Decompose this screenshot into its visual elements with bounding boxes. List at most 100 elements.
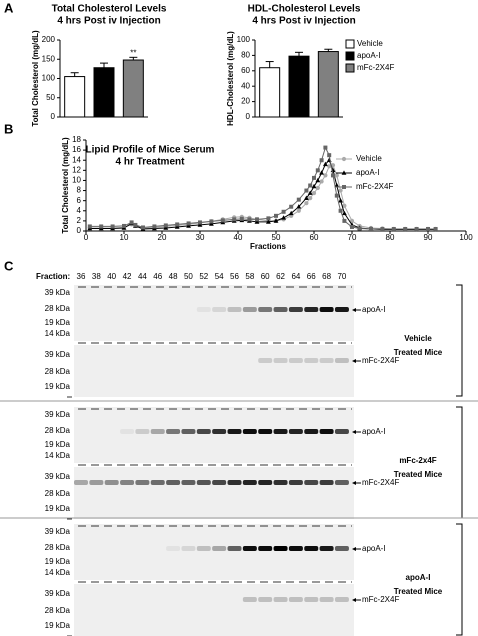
blot xyxy=(74,407,354,463)
band xyxy=(89,480,104,485)
band xyxy=(242,307,257,312)
y-tick-label: 0 xyxy=(246,112,251,121)
marker xyxy=(266,219,271,224)
y-tick-label: 100 xyxy=(42,74,56,83)
fraction-number: 38 xyxy=(92,272,101,281)
marker xyxy=(296,208,301,213)
band-label: mFc-2X4F xyxy=(362,356,399,365)
y-tick-label: 40 xyxy=(241,81,250,90)
marker xyxy=(87,224,92,229)
size-marker: 39 kDa xyxy=(45,472,71,481)
marker xyxy=(319,179,324,184)
band xyxy=(150,480,165,485)
marker xyxy=(331,173,335,178)
x-tick-label: 90 xyxy=(424,233,433,242)
fraction-number: 62 xyxy=(276,272,285,281)
size-marker: 39 kDa xyxy=(45,410,71,419)
fraction-number: 68 xyxy=(322,272,331,281)
fraction-number: 58 xyxy=(245,272,254,281)
size-marker: 28 kDa xyxy=(45,543,71,552)
bracket xyxy=(456,523,463,636)
marker xyxy=(334,193,339,198)
band xyxy=(288,358,303,363)
band xyxy=(304,307,319,312)
marker xyxy=(220,218,225,223)
size-marker: 14 kDa xyxy=(45,329,71,338)
blot xyxy=(74,584,354,636)
group-label: Treated Mice xyxy=(394,587,443,596)
marker xyxy=(141,225,145,230)
y-tick-label: 16 xyxy=(72,145,81,154)
band xyxy=(181,546,196,551)
legend-label: apoA-I xyxy=(357,51,381,60)
fraction-number: 60 xyxy=(261,272,270,281)
blot xyxy=(74,524,354,580)
fraction-number: 44 xyxy=(138,272,147,281)
band xyxy=(288,546,303,551)
y-tick-label: 200 xyxy=(42,35,56,44)
marker xyxy=(197,222,203,227)
y-axis-label: Total Cholesterol (mg/dL) xyxy=(31,30,40,127)
chart-title: Lipid Profile of Mice Serum xyxy=(86,145,215,156)
marker xyxy=(255,217,259,222)
fraction-number: 50 xyxy=(184,272,193,281)
chart-title: Total Cholesterol Levels xyxy=(52,4,167,15)
band xyxy=(304,546,319,551)
x-tick-label: 60 xyxy=(310,233,319,242)
legend-label: mFc-2X4F xyxy=(356,182,393,191)
band xyxy=(166,429,181,434)
y-tick-label: 60 xyxy=(241,66,250,75)
marker xyxy=(315,168,320,173)
band xyxy=(334,480,349,485)
fraction-number: 36 xyxy=(77,272,86,281)
y-tick-label: 50 xyxy=(46,93,55,102)
group-label: Vehicle xyxy=(404,334,432,343)
band xyxy=(120,480,135,485)
size-marker: 39 kDa xyxy=(45,589,71,598)
marker xyxy=(426,226,430,231)
marker xyxy=(319,158,324,163)
arrow-head xyxy=(352,359,356,363)
size-marker: 39 kDa xyxy=(45,350,71,359)
marker xyxy=(247,217,252,222)
marker xyxy=(308,183,313,188)
size-marker: 28 kDa xyxy=(45,489,71,498)
marker xyxy=(254,219,260,224)
band xyxy=(288,597,303,602)
band xyxy=(135,429,150,434)
band xyxy=(334,358,349,363)
size-marker: 28 kDa xyxy=(45,367,71,376)
panel-label: B xyxy=(4,121,13,136)
band xyxy=(334,307,349,312)
fraction-number: 52 xyxy=(199,272,208,281)
marker xyxy=(296,197,301,202)
marker xyxy=(342,203,347,208)
marker xyxy=(274,213,278,218)
band xyxy=(196,429,211,434)
marker xyxy=(129,220,134,225)
y-tick-label: 2 xyxy=(77,216,82,225)
marker xyxy=(334,182,340,188)
marker xyxy=(319,170,324,175)
fraction-label: Fraction: xyxy=(36,272,70,281)
fraction-number: 64 xyxy=(291,272,300,281)
marker xyxy=(281,209,286,214)
band xyxy=(258,307,273,312)
marker xyxy=(209,221,214,226)
y-axis-label: Total Cholesterol (mg/dL) xyxy=(61,137,70,234)
marker xyxy=(342,218,347,223)
marker xyxy=(266,216,271,221)
band xyxy=(288,307,303,312)
band xyxy=(319,307,334,312)
size-marker: 19 kDa xyxy=(45,557,71,566)
marker xyxy=(99,224,104,229)
band xyxy=(196,546,211,551)
band xyxy=(227,429,242,434)
band xyxy=(288,429,303,434)
band xyxy=(227,307,242,312)
band xyxy=(273,358,288,363)
band xyxy=(304,597,319,602)
marker xyxy=(273,218,279,223)
band xyxy=(227,546,242,551)
band xyxy=(319,597,334,602)
